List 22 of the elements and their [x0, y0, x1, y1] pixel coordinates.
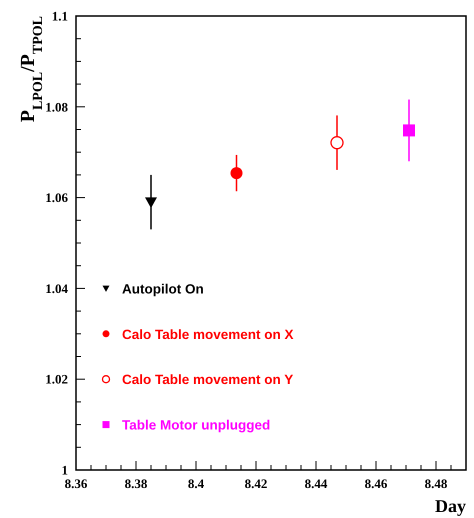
y-tick-label: 1.04 [45, 280, 68, 296]
x-tick-label: 8.48 [424, 476, 448, 491]
legend-label: Calo Table movement on Y [122, 372, 294, 388]
point [145, 197, 157, 208]
point [330, 136, 344, 150]
x-tick-label: 8.4 [188, 476, 205, 491]
x-tick-label: 8.38 [124, 476, 148, 491]
legend-label: Autopilot On [122, 281, 204, 296]
x-tick-label: 8.46 [364, 476, 388, 491]
y-tick-label: 1.08 [45, 99, 68, 114]
point [230, 167, 242, 180]
legend-label: Table Motor unplugged [122, 418, 270, 433]
legend-label: Calo Table movement on X [122, 326, 294, 342]
y-tick-label: 1.02 [45, 372, 68, 387]
x-tick-label: 8.36 [64, 476, 88, 491]
point [403, 124, 415, 136]
x-axis-title: Day [435, 496, 466, 516]
y-tick-label: 1 [62, 462, 68, 478]
x-tick-label: 8.42 [244, 476, 268, 491]
x-tick-label: 8.44 [304, 476, 328, 491]
y-tick-label: 1.06 [45, 190, 68, 206]
y-tick-label: 1.1 [52, 8, 68, 24]
